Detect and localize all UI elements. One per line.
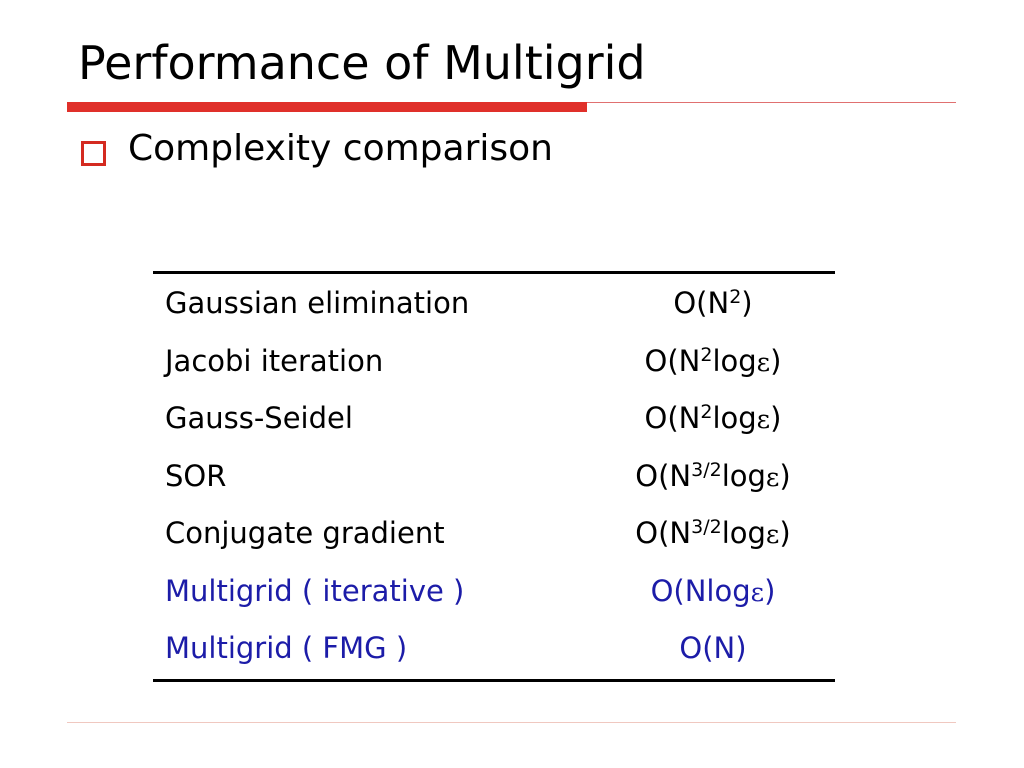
- text: log: [721, 516, 766, 550]
- superscript: 2: [700, 401, 713, 423]
- method-cell: Multigrid ( FMG ): [165, 631, 408, 665]
- symbol: ε: [756, 347, 771, 378]
- text: log: [712, 401, 757, 435]
- text: O(N: [644, 343, 701, 378]
- text: ): [741, 286, 753, 320]
- method-cell: Gaussian elimination: [165, 286, 470, 320]
- text: O(N): [679, 631, 747, 665]
- symbol: ε: [750, 577, 765, 608]
- symbol: ε: [756, 405, 771, 435]
- text: ): [770, 401, 782, 435]
- complexity-cell: O(Nlogε): [593, 574, 833, 608]
- superscript: 2: [700, 343, 713, 366]
- complexity-cell: O(N2): [593, 286, 833, 320]
- text: O(Nlog: [650, 573, 751, 608]
- superscript: 3/2: [691, 458, 722, 481]
- text: O(N: [644, 401, 701, 435]
- table-row: Gaussian elimination O(N2): [153, 276, 835, 334]
- title-rule: [67, 102, 587, 112]
- complexity-cell: O(N2logε): [593, 401, 833, 435]
- table-row: Multigrid ( FMG ) O(N): [153, 621, 835, 679]
- bullet-icon: [81, 141, 106, 166]
- method-cell: Conjugate gradient: [165, 516, 445, 550]
- superscript: 2: [729, 286, 742, 308]
- text: ): [770, 343, 782, 378]
- title-rule-thin: [587, 102, 956, 103]
- complexity-cell: O(N3/2logε): [593, 459, 833, 493]
- bullet-text: Complexity comparison: [128, 128, 553, 169]
- symbol: ε: [765, 520, 780, 550]
- table-row: Jacobi iteration O(N2logε): [153, 334, 835, 392]
- text: O(N: [673, 286, 730, 320]
- text: O(N: [635, 516, 692, 550]
- table-row: SOR O(N3/2logε): [153, 449, 835, 507]
- slide-title: Performance of Multigrid: [78, 36, 646, 90]
- text: log: [721, 458, 766, 493]
- table-row: Conjugate gradient O(N3/2logε): [153, 506, 835, 564]
- method-cell: Jacobi iteration: [165, 343, 384, 378]
- complexity-cell: O(N3/2logε): [593, 516, 833, 550]
- complexity-cell: O(N2logε): [593, 344, 833, 378]
- text: ): [764, 573, 776, 608]
- text: O(N: [635, 458, 692, 493]
- complexity-cell: O(N): [593, 631, 833, 665]
- method-cell: SOR: [165, 458, 227, 493]
- text: log: [712, 343, 757, 378]
- superscript: 3/2: [691, 516, 722, 538]
- text: ): [779, 516, 791, 550]
- complexity-table: Gaussian elimination O(N2) Jacobi iteratio…: [153, 271, 835, 682]
- table-row: Gauss-Seidel O(N2logε): [153, 391, 835, 449]
- text: ): [779, 458, 791, 493]
- footer-rule: [67, 722, 956, 723]
- method-cell: Gauss-Seidel: [165, 401, 353, 435]
- table-row: Multigrid ( iterative ) O(Nlogε): [153, 564, 835, 622]
- method-cell: Multigrid ( iterative ): [165, 573, 465, 608]
- symbol: ε: [765, 462, 780, 493]
